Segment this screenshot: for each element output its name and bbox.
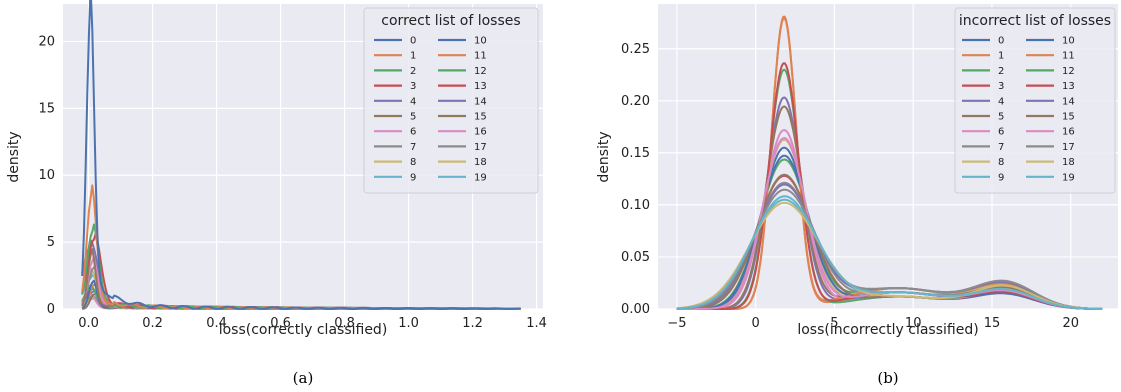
y-tick-label-a: 10 <box>38 168 55 183</box>
legend-label-a: 19 <box>474 172 487 183</box>
y-tick-label-b: 0.25 <box>621 42 650 57</box>
y-tick-label-a: 15 <box>38 101 55 116</box>
x-axis-label-b: loss(incorrectly classified) <box>797 322 978 338</box>
y-tick-label-a: 5 <box>47 235 55 250</box>
legend-label-a: 7 <box>410 142 416 153</box>
x-ticks-b: −5 0 5 10 15 20 <box>667 316 1079 331</box>
x-tick-label-a: 0.4 <box>206 316 227 331</box>
legend-label-b: 4 <box>998 96 1004 107</box>
legend-label-a: 12 <box>474 66 487 77</box>
series-a <box>81 0 521 310</box>
y-ticks-b: 0.00 0.05 0.10 0.15 0.20 0.25 <box>621 42 650 317</box>
legend-label-b: 2 <box>998 66 1004 77</box>
x-tick-label-a: 1.4 <box>526 316 547 331</box>
legend-label-b: 1 <box>998 51 1004 62</box>
legend-label-b: 3 <box>998 81 1004 92</box>
x-tick-label-a: 1.0 <box>398 316 419 331</box>
legend-label-a: 11 <box>474 51 487 62</box>
caption-b: (b) <box>877 369 898 387</box>
legend-label-b: 5 <box>998 112 1004 123</box>
x-tick-label-b: −5 <box>667 316 686 331</box>
legend-label-a: 6 <box>410 127 416 138</box>
legend-label-a: 14 <box>474 96 487 107</box>
legend-label-b: 14 <box>1062 96 1075 107</box>
y-axis-label-b: density <box>596 131 612 182</box>
legend-label-a: 0 <box>410 36 416 47</box>
legend-label-a: 16 <box>474 127 487 138</box>
legend-label-b: 7 <box>998 142 1004 153</box>
series-line-a-0 <box>81 0 521 310</box>
legend-label-b: 10 <box>1062 36 1075 47</box>
legend-label-a: 15 <box>474 112 487 123</box>
legend-label-b: 9 <box>998 172 1004 183</box>
y-tick-label-b: 0.20 <box>621 94 650 109</box>
panel-b: −5 0 5 10 15 20 0.000.050.100.150.200.25 loss… <box>596 4 1118 387</box>
legend-label-a: 18 <box>474 157 487 168</box>
legend-label-b: 16 <box>1062 127 1075 138</box>
x-tick-label-b: 20 <box>1062 316 1079 331</box>
legend-label-a: 3 <box>410 81 416 92</box>
x-axis-label-a: loss(correctly classified) <box>219 322 388 338</box>
legend-b: incorrect list of losses 012345678910111… <box>954 7 1116 194</box>
x-ticks-a: 0.0 0.2 0.4 0.6 0.8 1.0 1.2 1.4 <box>78 316 547 331</box>
y-tick-label-b: 0.15 <box>621 146 650 161</box>
legend-label-b: 12 <box>1062 66 1075 77</box>
legend-label-b: 0 <box>998 36 1004 47</box>
series-line-b-19 <box>676 195 1103 310</box>
series-b <box>676 15 1103 310</box>
legend-label-b: 8 <box>998 157 1004 168</box>
legend-label-a: 4 <box>410 96 416 107</box>
legend-label-a: 13 <box>474 81 487 92</box>
x-tick-label-a: 0.6 <box>270 316 291 331</box>
legend-title-a: correct list of losses <box>381 13 520 29</box>
x-tick-label-b: 0 <box>752 316 760 331</box>
x-tick-label-b: 5 <box>830 316 838 331</box>
legend-label-a: 5 <box>410 112 416 123</box>
legend-label-b: 11 <box>1062 51 1075 62</box>
legend-a: correct list of losses 01234567891011121… <box>363 7 539 194</box>
legend-label-b: 19 <box>1062 172 1075 183</box>
legend-label-a: 1 <box>410 51 416 62</box>
legend-label-b: 18 <box>1062 157 1075 168</box>
legend-label-a: 8 <box>410 157 416 168</box>
legend-label-b: 17 <box>1062 142 1075 153</box>
legend-label-b: 13 <box>1062 81 1075 92</box>
x-tick-label-a: 0.2 <box>142 316 163 331</box>
y-tick-label-b: 0.10 <box>621 198 650 213</box>
y-tick-label-a: 0 <box>47 302 55 317</box>
x-tick-label-a: 0.0 <box>78 316 99 331</box>
legend-title-b: incorrect list of losses <box>959 13 1111 29</box>
y-ticks-a: 0 5 10 15 20 <box>38 34 55 317</box>
y-tick-label-b: 0.00 <box>621 302 650 317</box>
x-tick-label-a: 0.8 <box>334 316 355 331</box>
legend-label-a: 9 <box>410 172 416 183</box>
x-tick-label-b: 15 <box>984 316 1001 331</box>
legend-label-b: 15 <box>1062 112 1075 123</box>
y-tick-label-a: 20 <box>38 34 55 49</box>
caption-a: (a) <box>293 369 314 387</box>
legend-label-b: 6 <box>998 127 1004 138</box>
y-tick-label-b: 0.05 <box>621 250 650 265</box>
legend-label-a: 10 <box>474 36 487 47</box>
x-tick-label-a: 1.2 <box>462 316 483 331</box>
legend-label-a: 2 <box>410 66 416 77</box>
x-tick-label-b: 10 <box>905 316 922 331</box>
y-axis-label-a: density <box>6 131 22 182</box>
legend-label-a: 17 <box>474 142 487 153</box>
